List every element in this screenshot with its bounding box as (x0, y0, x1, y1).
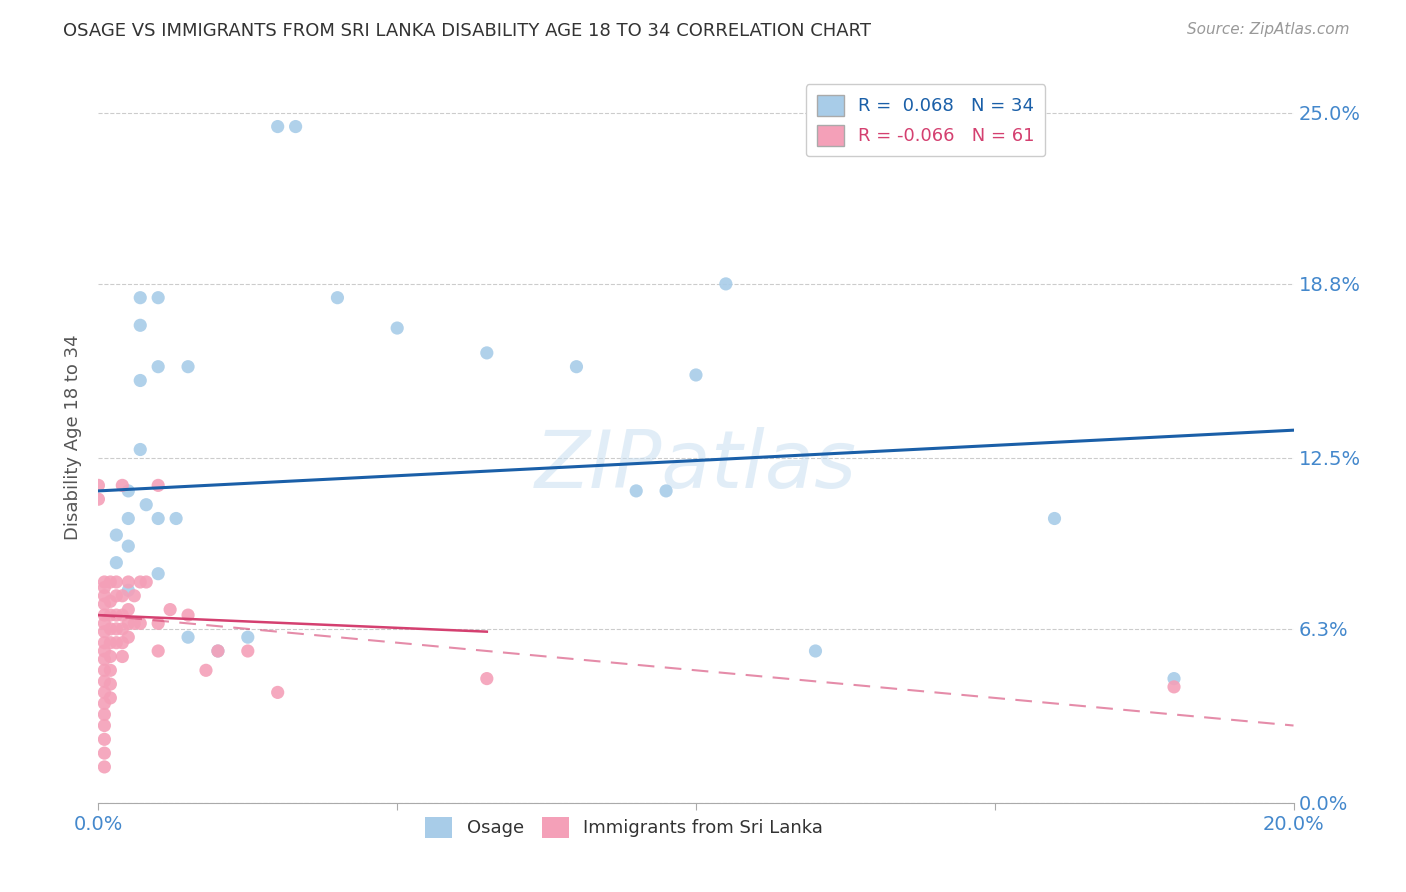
Point (105, 528, 128, 542)
Point (93, 732, 115, 747)
Point (93, 697, 115, 711)
Point (117, 511, 139, 525)
Point (117, 539, 139, 553)
Point (111, 649, 134, 664)
Point (93, 574, 115, 589)
Point (117, 583, 139, 598)
Point (98, 594, 122, 608)
Point (475, 672, 498, 686)
Point (93, 589, 115, 603)
Point (98, 622, 122, 636)
Point (207, 644, 229, 658)
Point (129, 318, 152, 333)
Point (117, 574, 139, 589)
Y-axis label: Disability Age 18 to 34: Disability Age 18 to 34 (65, 334, 83, 540)
Point (655, 483, 678, 498)
Point (135, 498, 157, 512)
Point (236, 644, 259, 658)
Point (177, 608, 200, 623)
Point (129, 574, 152, 589)
Point (148, 644, 170, 658)
Point (105, 608, 128, 623)
Point (93, 746, 115, 760)
Point (111, 636, 134, 650)
Point (93, 608, 115, 623)
Point (475, 346, 498, 360)
Point (87, 478, 110, 492)
Point (98, 574, 122, 589)
Point (385, 321, 409, 335)
Point (714, 277, 737, 291)
Point (117, 630, 139, 644)
Point (135, 574, 157, 589)
Point (117, 602, 139, 616)
Point (98, 677, 122, 691)
Point (1163, 680, 1185, 694)
Point (177, 359, 200, 374)
Point (98, 690, 122, 705)
Point (129, 442, 152, 457)
Point (105, 622, 128, 636)
Point (148, 616, 170, 631)
Point (111, 622, 134, 636)
Point (98, 649, 122, 664)
Point (111, 589, 134, 603)
Point (87, 492, 110, 507)
Point (148, 478, 170, 492)
Point (159, 602, 181, 616)
Point (93, 685, 115, 699)
Point (124, 589, 146, 603)
Point (93, 663, 115, 677)
Point (117, 616, 139, 631)
Point (148, 359, 170, 374)
Point (93, 707, 115, 722)
Point (804, 644, 827, 658)
Point (626, 483, 648, 498)
Point (565, 359, 588, 374)
Point (165, 511, 187, 525)
Point (93, 597, 115, 611)
Point (93, 718, 115, 732)
Point (129, 291, 152, 305)
Point (105, 556, 128, 570)
Point (93, 581, 115, 595)
Point (129, 374, 152, 388)
Point (98, 663, 122, 677)
Point (148, 511, 170, 525)
Point (117, 483, 139, 498)
Point (267, 685, 290, 699)
Point (124, 616, 146, 631)
Point (111, 608, 134, 623)
Point (93, 760, 115, 774)
Point (284, 120, 307, 134)
Point (148, 291, 170, 305)
Point (111, 478, 134, 492)
Point (93, 624, 115, 639)
Legend: Osage, Immigrants from Sri Lanka: Osage, Immigrants from Sri Lanka (418, 810, 831, 845)
Point (1163, 672, 1185, 686)
Point (177, 630, 200, 644)
Point (195, 663, 218, 677)
Point (1043, 511, 1066, 525)
Text: OSAGE VS IMMIGRANTS FROM SRI LANKA DISABILITY AGE 18 TO 34 CORRELATION CHART: OSAGE VS IMMIGRANTS FROM SRI LANKA DISAB… (63, 22, 872, 40)
Point (685, 368, 707, 382)
Point (105, 574, 128, 589)
Point (267, 120, 290, 134)
Text: Source: ZipAtlas.com: Source: ZipAtlas.com (1187, 22, 1350, 37)
Point (98, 608, 122, 623)
Point (93, 644, 115, 658)
Point (93, 636, 115, 650)
Point (93, 616, 115, 631)
Point (93, 652, 115, 666)
Point (98, 636, 122, 650)
Text: ZIPatlas: ZIPatlas (534, 427, 858, 506)
Point (148, 566, 170, 581)
Point (236, 630, 259, 644)
Point (207, 644, 229, 658)
Point (129, 616, 152, 631)
Point (105, 589, 128, 603)
Point (326, 291, 349, 305)
Point (105, 636, 128, 650)
Point (93, 674, 115, 689)
